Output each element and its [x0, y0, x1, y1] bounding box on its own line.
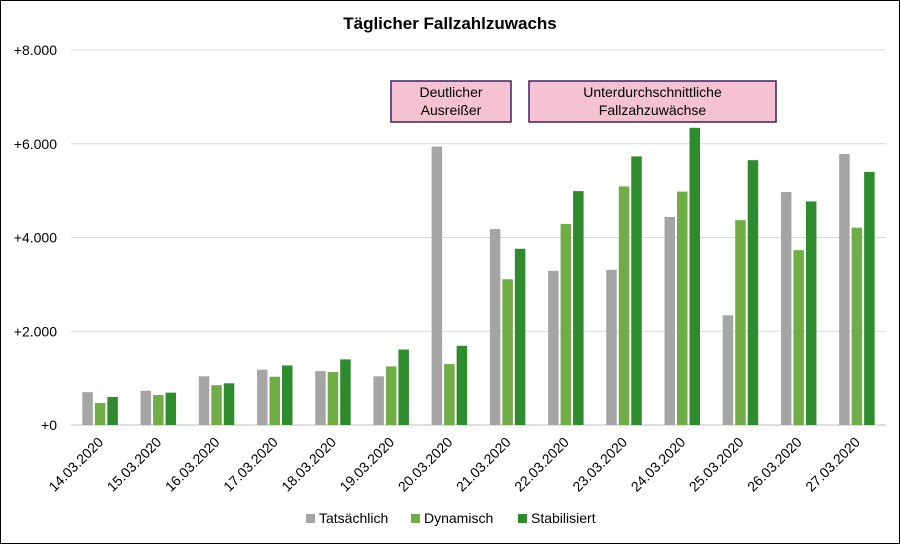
bar-tatsächlich — [82, 392, 93, 425]
legend: Tatsächlich Dynamisch Stabilisiert — [306, 510, 596, 526]
bar-dynamisch — [793, 250, 804, 425]
bar-tatsächlich — [140, 390, 152, 425]
bar-tatsächlich — [373, 376, 384, 425]
bar-stabilisiert — [631, 156, 642, 425]
x-tick-label: 26.03.2020 — [744, 434, 805, 495]
annotation-box: Deutlicher Ausreißer — [390, 80, 512, 123]
legend-label: Stabilisiert — [531, 510, 596, 526]
legend-swatch — [518, 514, 527, 523]
x-tick-label: 20.03.2020 — [395, 434, 456, 495]
x-tick-label: 25.03.2020 — [686, 434, 747, 495]
x-tick-label: 17.03.2020 — [220, 434, 281, 495]
bar-tatsächlich — [780, 192, 792, 425]
legend-swatch — [411, 514, 420, 523]
legend-label: Tatsächlich — [319, 510, 388, 526]
bar-dynamisch — [735, 220, 746, 425]
x-tick-label: 27.03.2020 — [802, 434, 863, 495]
chart-title: Täglicher Fallzahlzuwachs — [343, 14, 557, 33]
bar-dynamisch — [677, 191, 688, 425]
x-tick-label: 16.03.2020 — [162, 434, 223, 495]
legend-item: Dynamisch — [411, 510, 493, 526]
bar-dynamisch — [153, 395, 164, 425]
annotation-text: Unterdurchschnittliche — [583, 84, 722, 100]
y-tick-label: +6.000 — [14, 136, 57, 152]
bar-stabilisiert — [573, 191, 584, 425]
bar-tatsächlich — [839, 154, 850, 425]
bar-stabilisiert — [864, 171, 875, 425]
bar-dynamisch — [211, 385, 222, 425]
x-tick-label: 22.03.2020 — [511, 434, 572, 495]
y-tick-label: +8.000 — [14, 42, 57, 58]
bar-tatsächlich — [489, 229, 501, 425]
bar-stabilisiert — [689, 127, 700, 425]
annotation-background — [390, 80, 512, 123]
bar-dynamisch — [851, 227, 863, 425]
bar-stabilisiert — [805, 201, 817, 425]
bars — [82, 127, 875, 425]
bar-stabilisiert — [223, 383, 235, 425]
annotation-text: Ausreißer — [421, 102, 482, 118]
annotations: Deutlicher Ausreißer Unterdurchschnittlich… — [390, 80, 777, 123]
y-tick-label: +4.000 — [14, 230, 57, 246]
bar-dynamisch — [502, 279, 513, 425]
x-axis: 14.03.202015.03.202016.03.202017.03.2020… — [45, 434, 863, 495]
legend-item: Tatsächlich — [306, 510, 388, 526]
annotation-box: Unterdurchschnittliche Fallzahzuwächse — [528, 80, 777, 123]
bar-stabilisiert — [340, 359, 351, 425]
legend-swatch — [306, 514, 315, 523]
bar-stabilisiert — [398, 349, 409, 425]
x-tick-label: 18.03.2020 — [278, 434, 339, 495]
bar-stabilisiert — [107, 396, 118, 425]
bar-dynamisch — [618, 186, 630, 425]
x-tick-label: 23.03.2020 — [569, 434, 630, 495]
annotation-background — [528, 80, 777, 123]
bar-stabilisiert — [165, 392, 177, 425]
annotation-text: Deutlicher — [419, 84, 482, 100]
bar-tatsächlich — [722, 315, 734, 425]
bar-tatsächlich — [257, 369, 268, 425]
bar-dynamisch — [444, 364, 455, 425]
bar-tatsächlich — [548, 270, 559, 425]
x-tick-label: 14.03.2020 — [45, 434, 106, 495]
bar-stabilisiert — [514, 248, 526, 425]
x-tick-label: 19.03.2020 — [336, 434, 397, 495]
bar-tatsächlich — [431, 146, 443, 425]
bar-dynamisch — [327, 372, 339, 425]
bar-dynamisch — [94, 402, 106, 425]
y-tick-label: +2.000 — [14, 323, 57, 339]
legend-item: Stabilisiert — [518, 510, 596, 526]
bar-tatsächlich — [198, 376, 210, 425]
x-tick-label: 21.03.2020 — [453, 434, 514, 495]
annotation-text: Fallzahzuwächse — [599, 102, 707, 118]
bar-stabilisiert — [456, 345, 468, 425]
bar-tatsächlich — [315, 371, 326, 425]
bar-dynamisch — [269, 376, 280, 425]
legend-label: Dynamisch — [424, 510, 493, 526]
bar-dynamisch — [560, 223, 572, 425]
bar-stabilisiert — [747, 160, 759, 425]
y-tick-label: +0 — [41, 417, 57, 433]
x-tick-label: 24.03.2020 — [628, 434, 689, 495]
bar-tatsächlich — [606, 269, 617, 425]
x-tick-label: 15.03.2020 — [104, 434, 165, 495]
bar-tatsächlich — [664, 216, 675, 425]
bar-stabilisiert — [282, 365, 293, 425]
bar-dynamisch — [385, 366, 397, 425]
